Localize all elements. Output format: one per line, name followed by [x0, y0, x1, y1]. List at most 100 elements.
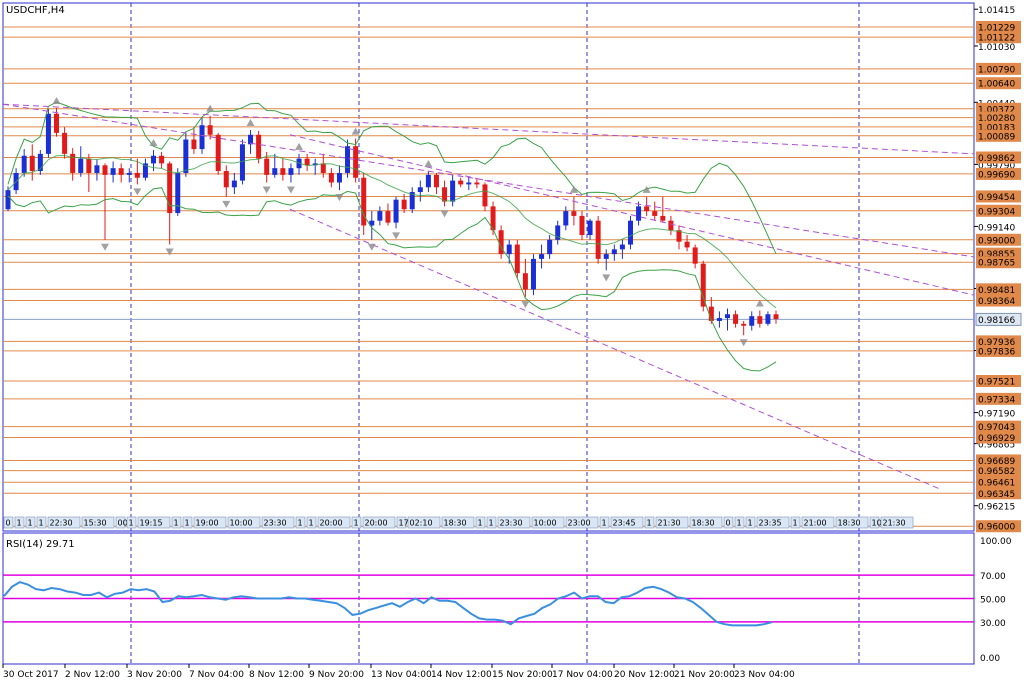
time-axis-label: 8 Nov 12:00 — [249, 670, 304, 680]
level-label: 0.97043 — [978, 423, 1015, 433]
session-box — [655, 516, 689, 529]
session-box — [3, 516, 14, 529]
level-box — [976, 344, 1021, 357]
session-label: 21:30 — [658, 519, 681, 528]
candle-body — [288, 168, 294, 175]
rsi-axis-label: 100.00 — [980, 537, 1012, 547]
level-label: 0.96929 — [978, 434, 1015, 444]
fractal-up-icon — [642, 185, 651, 193]
candle-body — [401, 199, 407, 210]
session-box — [295, 516, 306, 529]
candle-body — [757, 316, 763, 324]
level-box — [976, 431, 1021, 444]
session-label: 22:30 — [50, 519, 73, 528]
level-box — [976, 120, 1021, 133]
level-box — [976, 111, 1021, 124]
level-box — [976, 420, 1021, 433]
time-axis: 30 Oct 2017 2 Nov 12:00 3 Nov 20:00 7 Nov 0… — [2, 664, 795, 680]
session-box — [531, 516, 565, 529]
fractal-down-icon — [133, 188, 142, 196]
fractal-up-icon — [149, 139, 158, 147]
bollinger-middle — [7, 154, 777, 309]
level-label: 0.99000 — [978, 236, 1015, 246]
fractal-up-icon — [52, 97, 61, 105]
session-box — [441, 516, 475, 529]
candle-body — [215, 134, 221, 172]
fractal-down-icon — [165, 248, 174, 256]
candle-body — [684, 241, 690, 248]
candle-body — [716, 318, 722, 321]
candle-body — [450, 180, 456, 202]
candle-body — [223, 171, 229, 188]
session-box — [790, 516, 801, 529]
session-box — [689, 516, 723, 529]
candle-body — [151, 155, 157, 164]
session-label: 1 — [793, 519, 798, 528]
session-label: 1 — [354, 519, 359, 528]
session-label: 1 — [298, 519, 303, 528]
candle-body — [94, 165, 100, 173]
session-box — [486, 516, 497, 529]
trend-line — [2, 103, 975, 258]
candle-body — [514, 244, 520, 274]
level-box — [976, 190, 1021, 203]
session-box — [396, 516, 407, 529]
candle-body — [183, 139, 189, 173]
current-price-label: 0.98166 — [978, 316, 1015, 326]
candle-body — [199, 125, 205, 150]
session-box — [734, 516, 745, 529]
time-axis-label: 15 Nov 20:00 — [492, 670, 553, 680]
time-axis-label: 7 Nov 04:00 — [189, 670, 244, 680]
session-label: 19:15 — [140, 519, 163, 528]
rsi-axis-label: 70.00 — [980, 572, 1006, 582]
candle-body — [482, 184, 488, 207]
candle-body — [547, 239, 553, 255]
candle-body — [167, 163, 173, 214]
session-label: 1 — [185, 519, 190, 528]
candle-body — [118, 168, 124, 175]
time-axis-label: 17 Nov 04:00 — [552, 670, 613, 680]
session-label: 23:30 — [264, 519, 287, 528]
session-label: 1 — [39, 519, 44, 528]
fractal-up-icon — [295, 142, 304, 150]
price-panel-frame — [2, 2, 975, 532]
price-axis-label: 0.99140 — [978, 223, 1015, 233]
candle-body — [692, 247, 698, 264]
session-label: 1 — [647, 519, 652, 528]
rsi-line — [3, 581, 773, 627]
candle-body — [231, 180, 237, 188]
session-box — [599, 516, 610, 529]
fractal-down-icon — [335, 194, 344, 202]
level-label: 0.96345 — [978, 490, 1015, 500]
candle-body — [571, 211, 577, 216]
candle-body — [78, 158, 84, 173]
candle-body — [29, 155, 35, 172]
candle-body — [86, 158, 92, 173]
candle-body — [304, 158, 310, 166]
level-label: 1.00183 — [978, 123, 1015, 133]
fractal-down-icon — [262, 186, 271, 194]
fractal-up-icon — [569, 185, 578, 193]
level-box — [976, 476, 1021, 489]
candle-body — [433, 174, 439, 188]
candle-body — [272, 168, 278, 175]
session-label: 1 — [748, 519, 753, 528]
candle-body — [522, 273, 528, 290]
session-box — [565, 516, 599, 529]
rsi-axis-label: 50.00 — [980, 596, 1006, 606]
candle-body — [248, 134, 254, 145]
candle-body — [425, 174, 431, 188]
session-label: 20:00 — [320, 519, 343, 528]
session-label: 23:00 — [568, 519, 591, 528]
session-label: 21:30 — [883, 519, 906, 528]
candle-body — [175, 172, 181, 214]
level-box — [976, 454, 1021, 467]
session-label: 00 — [118, 519, 128, 528]
fractal-down-icon — [286, 186, 295, 194]
fractal-down-icon — [602, 274, 611, 282]
candle-body — [5, 190, 11, 210]
candle-body — [54, 113, 60, 133]
session-label: 1 — [737, 519, 742, 528]
session-label: 1 — [17, 519, 22, 528]
